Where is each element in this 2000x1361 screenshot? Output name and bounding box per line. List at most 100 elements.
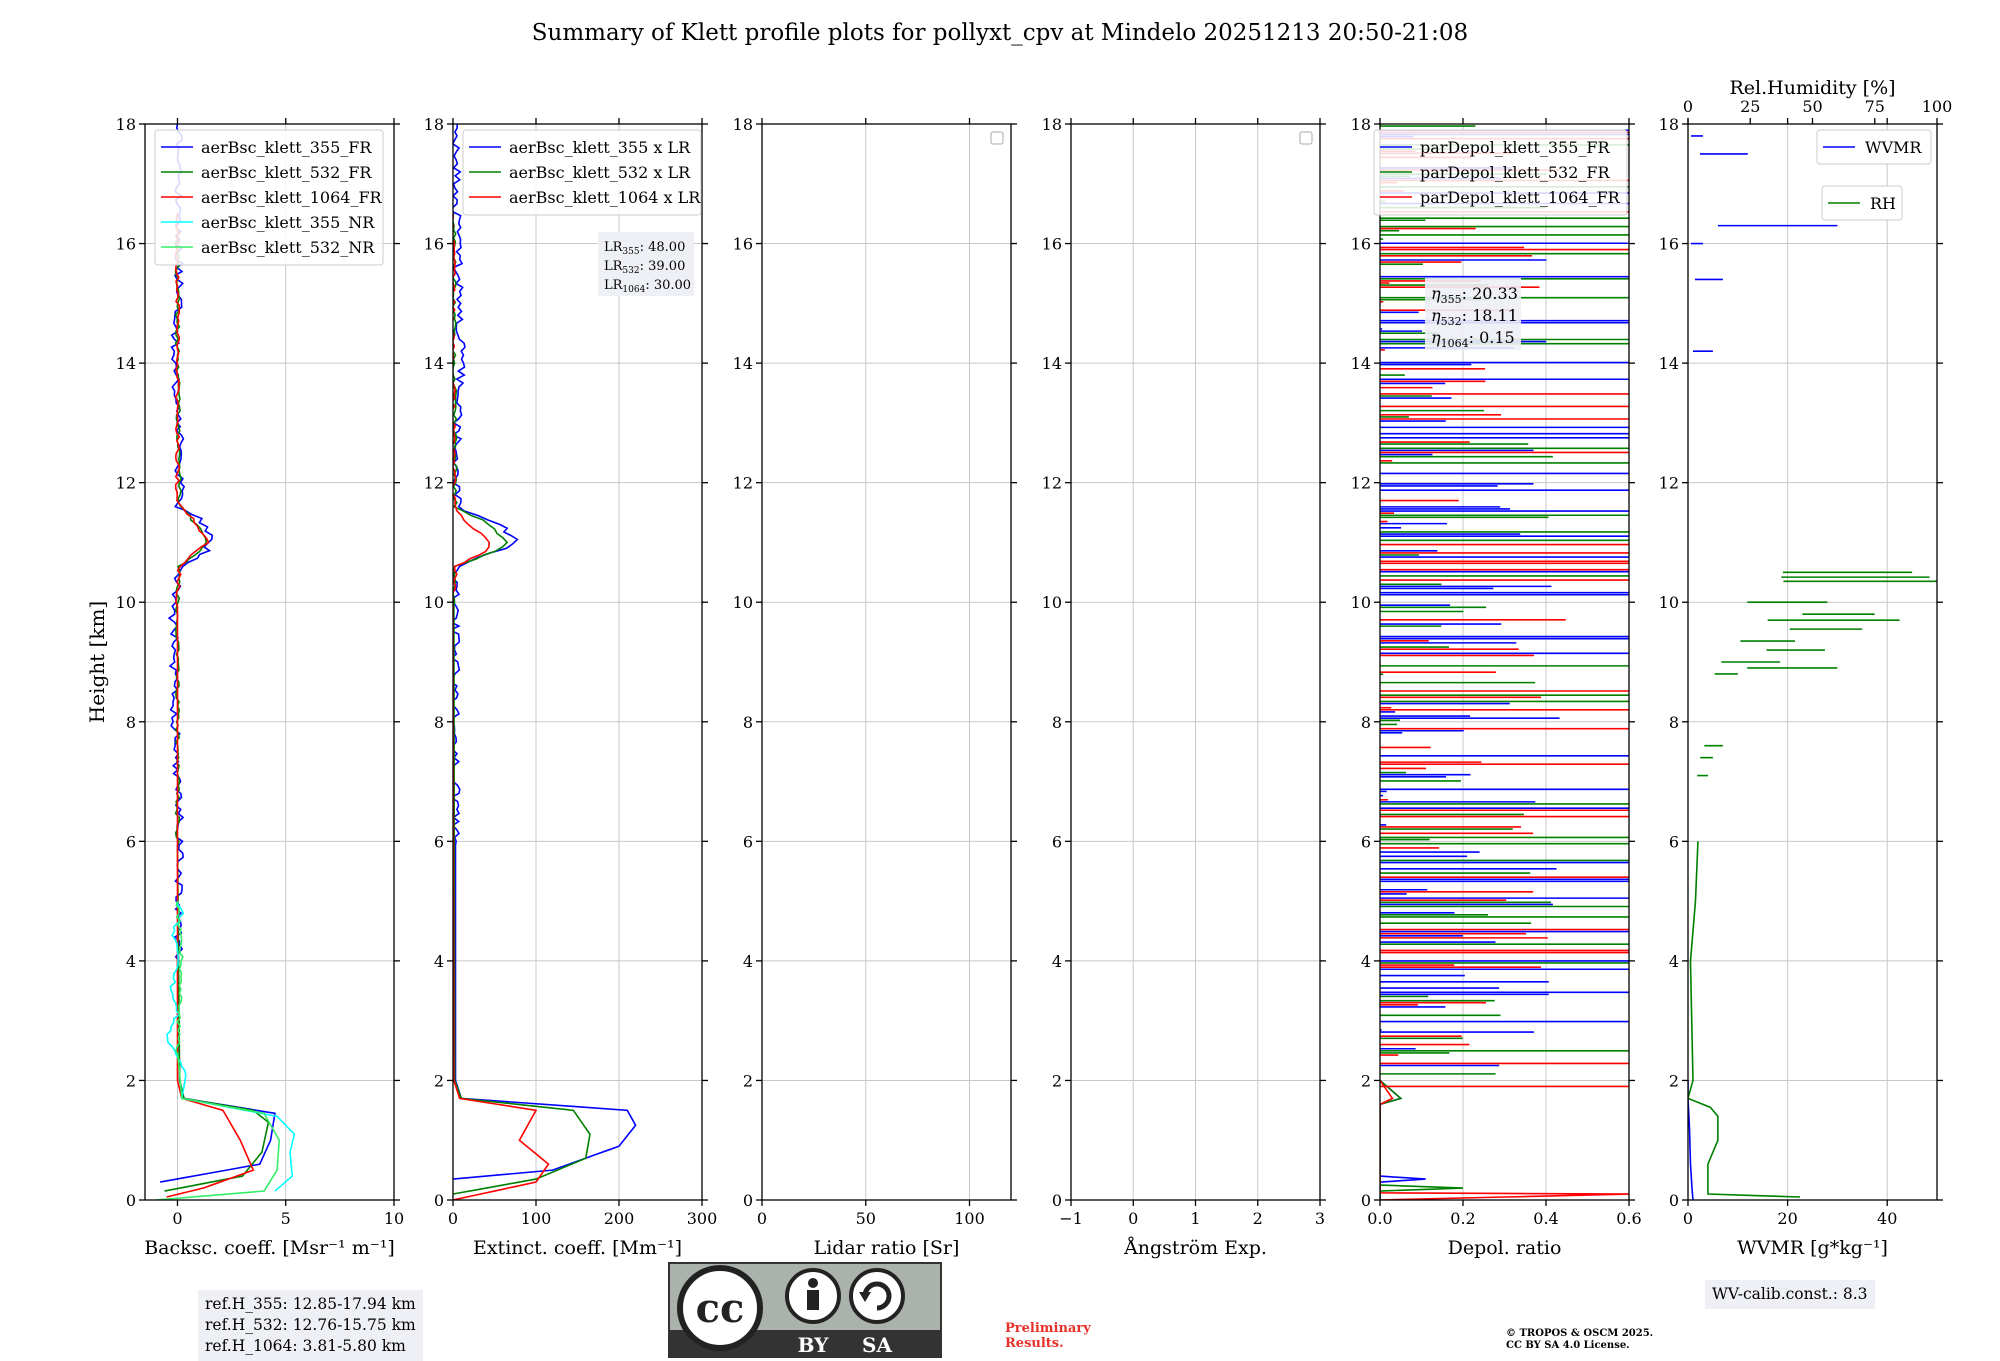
eta-value: η355: 20.33 [1431, 284, 1518, 306]
legend-box [1373, 129, 1628, 216]
y-tick-label: 10 [1659, 593, 1679, 612]
x-axis-label: Depol. ratio [1448, 1237, 1562, 1259]
copyright-line-1: © TROPOS & OSCM 2025. [1506, 1328, 1654, 1339]
y-tick-label: 12 [1659, 474, 1679, 493]
y-tick-label: 0 [1052, 1191, 1062, 1210]
copyright-line-2: CC BY SA 4.0 License. [1506, 1340, 1630, 1351]
panel-extinction: 0 2 4 6 8 10 12 14 16 18 0 100 200 300 Extinct. coeff.… [424, 115, 718, 1259]
y-tick-label: 10 [733, 593, 753, 612]
y-tick-label: 8 [743, 713, 753, 732]
y-tick-label: 0 [1669, 1191, 1679, 1210]
panel-lidar_ratio: 0 2 4 6 8 10 12 14 16 18 0 50 100 Lidar ratio [Sr] [733, 115, 1017, 1259]
y-tick-label: 16 [424, 235, 444, 254]
series-RH [1688, 841, 1801, 1198]
y-tick-label: 6 [1052, 832, 1062, 851]
y-tick-label: 4 [1052, 952, 1062, 971]
y-tick-label: 2 [1361, 1071, 1371, 1090]
y-tick-label: 4 [434, 952, 444, 971]
eta-value: η532: 18.11 [1431, 306, 1518, 328]
eta-value: η1064: 0.15 [1431, 328, 1515, 350]
y-tick-label: 10 [424, 593, 444, 612]
y-tick-label: 18 [1659, 115, 1679, 134]
x-axis-label: Extinct. coeff. [Mm⁻¹] [473, 1237, 682, 1259]
y-tick-label: 2 [743, 1071, 753, 1090]
preliminary-note: Preliminary Results. [1005, 1321, 1091, 1351]
x-tick-label: 300 [687, 1209, 718, 1228]
legend-box [462, 129, 702, 216]
y-tick-label: 6 [743, 832, 753, 851]
empty-legend [990, 131, 1004, 145]
eta-box [1425, 278, 1521, 350]
y-tick-label: 8 [1361, 713, 1371, 732]
y-tick-label: 4 [743, 952, 753, 971]
series-aerBsc_klett_355 x LR [453, 124, 637, 1180]
y-tick-label: 2 [126, 1071, 136, 1090]
legend-label: WVMR [1865, 138, 1922, 157]
x-tick-label: 0.4 [1533, 1209, 1558, 1228]
figure-title: Summary of Klett profile plots for polly… [531, 20, 1469, 46]
preliminary-line-1: Preliminary [1005, 1321, 1091, 1336]
y-tick-label: 8 [126, 713, 136, 732]
series-aerBsc_klett_532_NR [155, 900, 281, 1200]
x-tick-label: 200 [604, 1209, 635, 1228]
legend-label: aerBsc_klett_532 x LR [509, 163, 691, 182]
y-tick-label: 8 [434, 713, 444, 732]
y-tick-label: 8 [1669, 713, 1679, 732]
axes-frame [452, 123, 703, 1201]
x-tick-label: 100 [954, 1209, 985, 1228]
lr-value: LR1064: 30.00 [604, 278, 691, 295]
series-parDepol_klett_532_FR [1380, 1079, 1464, 1200]
y-tick-label: 12 [1042, 474, 1062, 493]
legend-box [1821, 185, 1903, 221]
series-aerBsc_klett_532 x LR [453, 213, 591, 1195]
y-tick-label: 14 [1659, 354, 1679, 373]
series-parDepol_klett_355_FR [1380, 1079, 1426, 1200]
data-layer [155, 124, 296, 1200]
y-tick-label: 18 [1042, 115, 1062, 134]
y-tick-label: 2 [1669, 1071, 1679, 1090]
y-tick-label: 6 [434, 832, 444, 851]
by-label: BY [798, 1333, 830, 1357]
wv-calib-box: WV-calib.const.: 8.3 [1705, 1280, 1875, 1309]
x-axis-label: WVMR [g*kg⁻¹] [1737, 1237, 1888, 1259]
y-tick-label: 16 [1659, 235, 1679, 254]
y-tick-label: 4 [1361, 952, 1371, 971]
top-x-tick-label: 0 [1683, 97, 1693, 116]
wv-calib-text: WV-calib.const.: 8.3 [1712, 1285, 1868, 1303]
y-tick-label: 16 [1351, 235, 1371, 254]
y-tick-label: 16 [1042, 235, 1062, 254]
y-tick-label: 6 [1669, 832, 1679, 851]
y-axis-label: Height [km] [85, 601, 109, 723]
x-tick-label: 0 [1683, 1209, 1693, 1228]
series-aerBsc_klett_1064_FR [166, 213, 255, 1198]
y-tick-label: 0 [743, 1191, 753, 1210]
y-tick-label: 0 [126, 1191, 136, 1210]
legend-label: aerBsc_klett_1064 x LR [509, 188, 701, 207]
y-tick-label: 0 [434, 1191, 444, 1210]
x-tick-label: 0.0 [1367, 1209, 1392, 1228]
y-tick-label: 6 [1361, 832, 1371, 851]
y-tick-label: 14 [1042, 354, 1062, 373]
legend-label: parDepol_klett_532_FR [1420, 163, 1611, 182]
x-tick-label: 0 [757, 1209, 767, 1228]
series-aerBsc_klett_355_NR [165, 901, 296, 1192]
ref-height-box: ref.H_355: 12.85-17.94 km ref.H_532: 12.… [198, 1290, 423, 1361]
y-tick-label: 18 [424, 115, 444, 134]
legend-label: parDepol_klett_1064_FR [1420, 188, 1621, 207]
y-tick-label: 12 [733, 474, 753, 493]
axes-frame [144, 123, 395, 1201]
y-tick-label: 4 [1669, 952, 1679, 971]
x-tick-label: 100 [521, 1209, 552, 1228]
legend-label: aerBsc_klett_1064_FR [201, 188, 383, 207]
legend-label: aerBsc_klett_355_FR [201, 138, 372, 157]
legend-box [154, 129, 384, 266]
x-tick-label: 0.6 [1616, 1209, 1641, 1228]
legend-box [1816, 129, 1932, 165]
y-tick-label: 12 [116, 474, 136, 493]
lr-box [598, 232, 694, 296]
x-tick-label: 10 [384, 1209, 404, 1228]
x-tick-label: 5 [281, 1209, 291, 1228]
